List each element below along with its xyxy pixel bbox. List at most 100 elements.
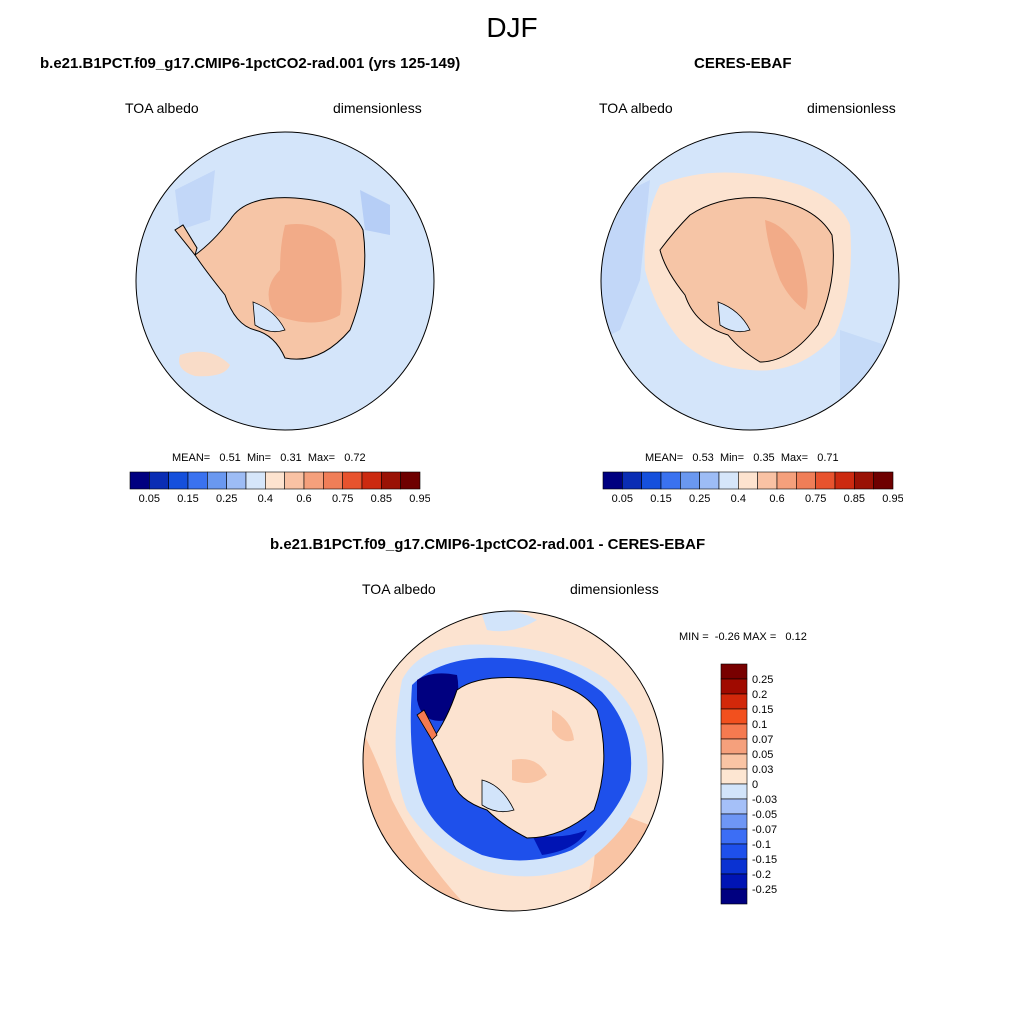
panel1-mean-label: MEAN= bbox=[172, 452, 211, 464]
panel2-colorbar-swatch bbox=[602, 471, 623, 490]
panel2-max-value: 0.71 bbox=[817, 452, 839, 464]
panel3-colorbar-swatch bbox=[720, 768, 748, 785]
panel3-colorbar-swatch bbox=[720, 753, 748, 770]
panel1-units: dimensionless bbox=[333, 100, 422, 116]
panel1-colorbar-tick-label: 0.05 bbox=[139, 493, 160, 505]
panel1-map bbox=[135, 131, 435, 431]
panel2-map bbox=[600, 131, 900, 431]
panel3-colorbar-swatch bbox=[720, 693, 748, 710]
season-title: DJF bbox=[486, 12, 538, 43]
panel3-colorbar-tick-label: -0.25 bbox=[752, 884, 777, 896]
panel2-colorbar-swatch bbox=[854, 471, 874, 490]
panel1-colorbar-swatch bbox=[245, 471, 266, 490]
panel1-colorbar-swatch bbox=[361, 471, 382, 490]
panel2-min-label: Min= bbox=[719, 452, 745, 464]
panel2-colorbar-swatch bbox=[660, 471, 681, 490]
panel2-stats: MEAN= 0.53 Min= 0.35 Max= 0.71 bbox=[645, 452, 839, 464]
panel1-colorbar-tick-label: 0.95 bbox=[409, 493, 430, 505]
panel2-variable: TOA albedo bbox=[599, 100, 673, 116]
panel3-colorbar-swatch bbox=[720, 738, 748, 755]
panel2-mean-value: 0.53 bbox=[692, 452, 714, 464]
panel3-colorbar-tick-label: 0.05 bbox=[752, 749, 773, 761]
panel1-title: b.e21.B1PCT.f09_g17.CMIP6-1pctCO2-rad.00… bbox=[40, 55, 461, 72]
panel2-mean-label: MEAN= bbox=[645, 452, 684, 464]
panel1-colorbar-swatch bbox=[303, 471, 324, 490]
panel2-colorbar: 0.05 0.15 0.25 0.4 0.6 0.75 0.85 0.95 bbox=[602, 471, 903, 505]
panel1-colorbar-swatch bbox=[149, 471, 169, 490]
panel2-colorbar-swatch bbox=[699, 471, 720, 490]
panel2-colorbar-swatch bbox=[680, 471, 700, 490]
panel2-colorbar-tick-label: 0.6 bbox=[769, 493, 784, 505]
panel1-mean-value: 0.51 bbox=[219, 452, 241, 464]
panel2-max-label: Max= bbox=[780, 452, 809, 464]
panel1-min-label: Min= bbox=[246, 452, 272, 464]
panel3-colorbar-tick-label: -0.1 bbox=[752, 839, 771, 851]
panel3-colorbar: 0.25 0.2 0.15 0.1 0.07 0.05 0.03 0 -0.03 -0.05 -0.… bbox=[720, 663, 777, 905]
panel1-colorbar-swatch bbox=[226, 471, 247, 490]
panel3-colorbar-tick-label: -0.2 bbox=[752, 869, 771, 881]
panel2-title: CERES-EBAF bbox=[694, 55, 792, 72]
panel2-colorbar-swatch bbox=[796, 471, 816, 490]
panel3-colorbar-tick-label: 0.25 bbox=[752, 674, 773, 686]
panel2-colorbar-tick-label: 0.95 bbox=[882, 493, 903, 505]
panel3-colorbar-swatch bbox=[720, 663, 748, 680]
panel3-colorbar-tick-label: -0.03 bbox=[752, 794, 777, 806]
panel1-variable: TOA albedo bbox=[125, 100, 199, 116]
panel1-colorbar-tick-label: 0.4 bbox=[258, 493, 273, 505]
panel2-colorbar-swatch bbox=[776, 471, 797, 490]
panel1-colorbar-swatch bbox=[381, 471, 401, 490]
panel3-colorbar-tick-label: 0.2 bbox=[752, 689, 767, 701]
panel2-colorbar-swatch bbox=[641, 471, 662, 490]
panel1-colorbar-swatch bbox=[323, 471, 343, 490]
panel2-colorbar-tick-label: 0.75 bbox=[805, 493, 826, 505]
panel3-colorbar-swatch bbox=[720, 888, 748, 905]
panel1-colorbar-tick-label: 0.25 bbox=[216, 493, 237, 505]
panel1-colorbar: 0.05 0.15 0.25 0.4 0.6 0.75 0.85 0.95 bbox=[129, 471, 430, 505]
panel3-colorbar-swatch bbox=[720, 708, 748, 725]
panel1-colorbar-tick-label: 0.85 bbox=[371, 493, 392, 505]
panel1-colorbar-swatch bbox=[168, 471, 189, 490]
panel2-colorbar-swatch bbox=[834, 471, 855, 490]
panel2-colorbar-tick-label: 0.4 bbox=[731, 493, 746, 505]
panel3-colorbar-tick-label: -0.05 bbox=[752, 809, 777, 821]
panel3-colorbar-tick-label: -0.07 bbox=[752, 824, 777, 836]
panel2-colorbar-tick-label: 0.05 bbox=[612, 493, 633, 505]
panel1-stats: MEAN= 0.51 Min= 0.31 Max= 0.72 bbox=[172, 452, 366, 464]
panel2-colorbar-swatch bbox=[815, 471, 836, 490]
panel3-stats: MIN = -0.26 MAX = 0.12 bbox=[679, 631, 807, 643]
panel3-colorbar-swatch bbox=[720, 723, 748, 740]
panel2-units: dimensionless bbox=[807, 100, 896, 116]
panel3-colorbar-swatch bbox=[720, 873, 748, 890]
panel3-units: dimensionless bbox=[570, 581, 659, 597]
panel1-min-value: 0.31 bbox=[280, 452, 302, 464]
panel2-colorbar-swatch bbox=[757, 471, 778, 490]
panel2-colorbar-tick-label: 0.25 bbox=[689, 493, 710, 505]
panel1-colorbar-swatch bbox=[207, 471, 227, 490]
panel3-title: b.e21.B1PCT.f09_g17.CMIP6-1pctCO2-rad.00… bbox=[270, 536, 706, 553]
panel1-colorbar-swatch bbox=[129, 471, 150, 490]
panel1-colorbar-swatch bbox=[265, 471, 285, 490]
panel3-colorbar-tick-label: 0.15 bbox=[752, 704, 773, 716]
panel3-colorbar-tick-label: -0.15 bbox=[752, 854, 777, 866]
panel1-colorbar-swatch bbox=[400, 471, 421, 490]
panel3-min-label: MIN = bbox=[679, 631, 709, 643]
panel2-min-value: 0.35 bbox=[753, 452, 775, 464]
panel1-colorbar-tick-label: 0.6 bbox=[296, 493, 311, 505]
panel3-map bbox=[362, 610, 664, 912]
panel1-max-value: 0.72 bbox=[344, 452, 366, 464]
panel2-colorbar-swatch bbox=[622, 471, 642, 490]
panel3-colorbar-swatch bbox=[720, 858, 748, 875]
panel3-colorbar-tick-label: 0 bbox=[752, 779, 758, 791]
panel1-colorbar-tick-label: 0.15 bbox=[177, 493, 198, 505]
panel2-colorbar-swatch bbox=[738, 471, 758, 490]
panel1-max-label: Max= bbox=[307, 452, 336, 464]
panel3-colorbar-swatch bbox=[720, 843, 748, 860]
panel3-max-value: 0.12 bbox=[785, 631, 807, 643]
panel3-colorbar-swatch bbox=[720, 798, 748, 815]
panel3-min-value: -0.26 bbox=[714, 631, 740, 643]
panel3-variable: TOA albedo bbox=[362, 581, 436, 597]
panel1-colorbar-tick-label: 0.75 bbox=[332, 493, 353, 505]
panel2-colorbar-swatch bbox=[873, 471, 894, 490]
panel3-colorbar-tick-label: 0.07 bbox=[752, 734, 773, 746]
panel3-max-label: MAX = bbox=[742, 631, 777, 643]
